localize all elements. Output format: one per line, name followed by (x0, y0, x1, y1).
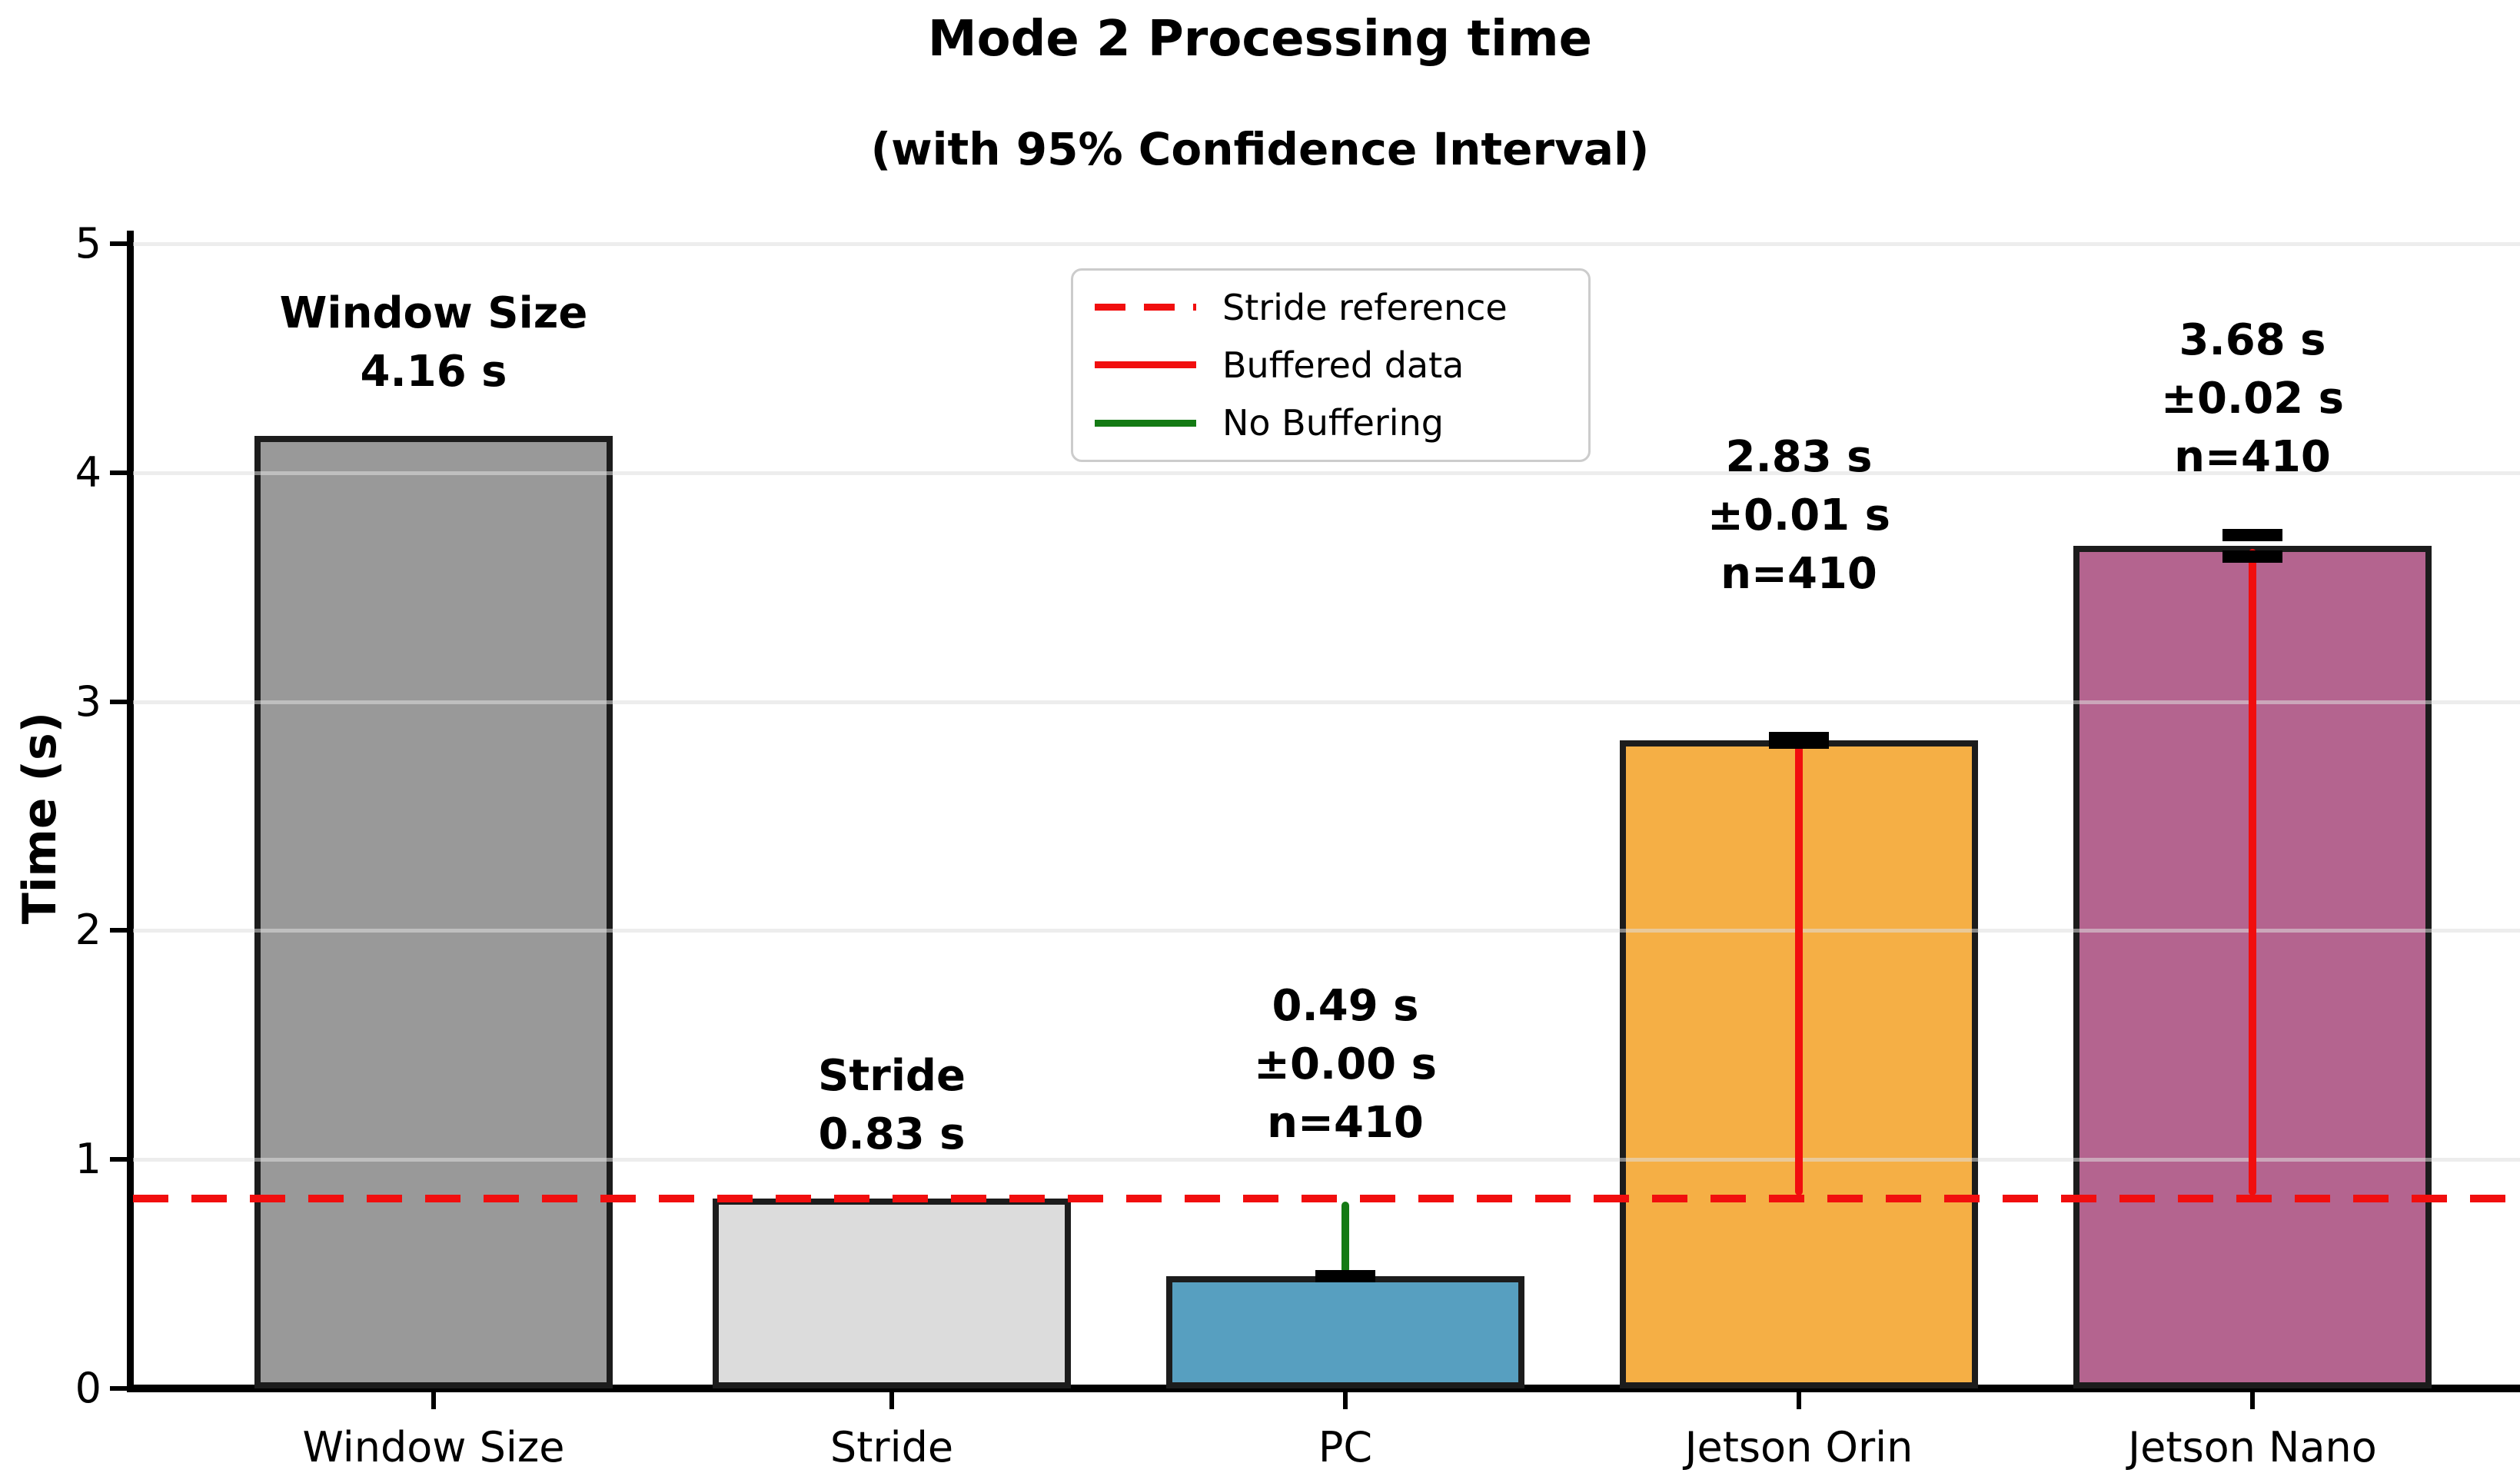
legend: Stride reference Buffered data No Buffer… (1071, 268, 1591, 462)
annotation-line: 0.49 s (1272, 981, 1419, 1032)
reference-line (133, 1194, 2520, 1202)
gridline-y2 (133, 929, 2520, 933)
bar-pc (1166, 1276, 1524, 1388)
y-tick-mark (110, 699, 127, 704)
y-axis-spine (127, 231, 134, 1392)
annotation-line: ±0.00 s (1254, 1039, 1437, 1090)
legend-item-no-buffering: No Buffering (1095, 402, 1567, 444)
x-tick-label-jetson-orin: Jetson Orin (1684, 1423, 1913, 1471)
y-tick-label-2: 2 (75, 906, 101, 955)
chart-subtitle: (with 95% Confidence Interval) (870, 123, 1650, 175)
annotation-stride: Stride 0.83 s (623, 1047, 1161, 1164)
connector-line-jetson-orin (1795, 743, 1803, 1195)
gridline-y4 (133, 471, 2520, 475)
bar-stride (713, 1198, 1071, 1388)
legend-label: Stride reference (1222, 286, 1508, 328)
x-axis-spine (127, 1385, 2520, 1392)
error-cap-jetson-orin (1769, 732, 1829, 750)
gridline-y3 (133, 700, 2520, 704)
y-tick-mark (110, 928, 127, 933)
y-tick-mark (110, 470, 127, 475)
x-tick-label-window-size: Window Size (302, 1423, 565, 1471)
annotation-line: ±0.02 s (2161, 373, 2344, 424)
y-tick-label-1: 1 (75, 1135, 101, 1184)
annotation-line: 0.83 s (818, 1109, 966, 1160)
annotation-line: n=410 (1720, 548, 1877, 599)
gridline-y1 (133, 1158, 2520, 1162)
error-cap-pc (1315, 1270, 1375, 1283)
y-tick-mark (110, 241, 127, 246)
x-tick-label-stride: Stride (829, 1423, 954, 1471)
y-tick-label-3: 3 (75, 677, 101, 726)
y-tick-label-5: 5 (75, 219, 101, 268)
x-tick-mark (431, 1392, 436, 1409)
dashed-line-swatch-icon (1095, 304, 1196, 311)
legend-item-stride-reference: Stride reference (1095, 287, 1567, 328)
y-axis-title: Time (s) (13, 711, 67, 925)
x-tick-mark (1797, 1392, 1801, 1409)
annotation-line: 4.16 s (360, 347, 507, 397)
y-tick-label-0: 0 (75, 1364, 101, 1412)
connector-line-pc (1341, 1201, 1349, 1274)
annotation-line: 2.83 s (1725, 431, 1873, 482)
error-cap-jetson-nano (2222, 550, 2282, 564)
x-tick-mark (1343, 1392, 1348, 1409)
annotation-line: 3.68 s (2179, 314, 2326, 365)
error-cap-jetson-nano (2222, 529, 2282, 542)
x-tick-mark (889, 1392, 894, 1409)
x-tick-mark (2250, 1392, 2255, 1409)
annotation-pc: 0.49 s ±0.00 s n=410 (1076, 977, 1614, 1152)
annotation-jetson-nano: 3.68 s ±0.02 s n=410 (1983, 311, 2520, 487)
y-tick-mark (110, 1386, 127, 1391)
chart-title: Mode 2 Processing time (927, 11, 1593, 68)
red-line-swatch-icon (1095, 361, 1196, 369)
legend-label: Buffered data (1222, 344, 1464, 386)
legend-label: No Buffering (1222, 402, 1444, 444)
annotation-line: Window Size (279, 288, 588, 339)
annotation-line: n=410 (1267, 1098, 1424, 1149)
y-tick-mark (110, 1157, 127, 1162)
bar-window-size (254, 436, 613, 1388)
annotation-line: Stride (818, 1051, 966, 1102)
connector-line-jetson-nano (2249, 549, 2256, 1195)
annotation-jetson-orin: 2.83 s ±0.01 s n=410 (1530, 428, 2068, 604)
annotation-line: n=410 (2174, 431, 2331, 482)
annotation-line: ±0.01 s (1707, 490, 1890, 540)
y-tick-label-4: 4 (75, 447, 101, 497)
green-line-swatch-icon (1095, 419, 1196, 427)
legend-item-buffered-data: Buffered data (1095, 344, 1567, 386)
x-tick-label-pc: PC (1318, 1423, 1373, 1471)
x-tick-label-jetson-nano: Jetson Nano (2128, 1423, 2377, 1471)
gridline-y5 (133, 242, 2520, 246)
annotation-window-size: Window Size 4.16 s (165, 284, 703, 401)
